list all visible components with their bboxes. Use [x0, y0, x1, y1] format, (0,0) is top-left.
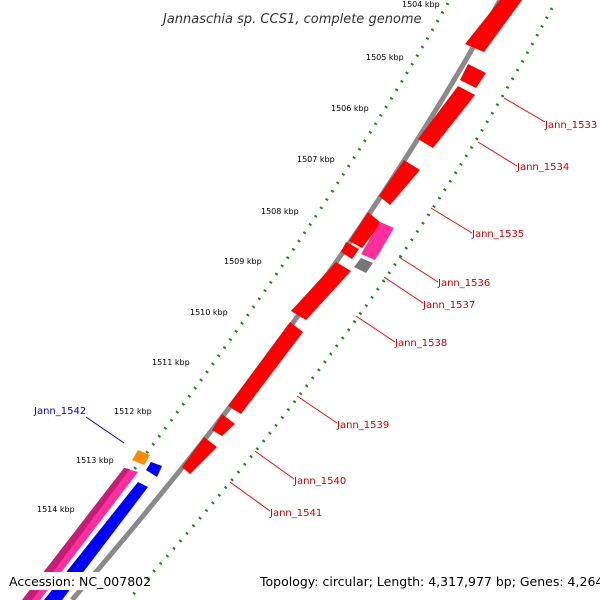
gene-labels: Jann_1533 Jann_1534 Jann_1535 Jann_1536 …: [33, 120, 597, 519]
leader-line: [430, 207, 473, 234]
gene-arrow[interactable]: [212, 414, 235, 436]
scale-tick-label: 1512 kbp: [114, 407, 152, 416]
gene-arrow[interactable]: [418, 86, 475, 148]
gene-arrow[interactable]: [182, 437, 217, 474]
gene-label[interactable]: Jann_1533: [544, 120, 597, 131]
inner-tick-arc: [128, 7, 554, 600]
scale-tick-label: 1510 kbp: [190, 308, 228, 317]
scale-tick-label: 1504 kbp: [402, 0, 440, 9]
left-strand-genes: [22, 450, 162, 600]
gene-block-blue-small[interactable]: [146, 462, 162, 477]
gene-arrow[interactable]: [379, 160, 420, 205]
leader-line: [254, 450, 295, 480]
label-leaders: [85, 97, 546, 512]
gene-block-blue[interactable]: [44, 482, 148, 600]
leader-line: [477, 141, 518, 167]
gene-block-orange[interactable]: [132, 450, 150, 465]
gene-label[interactable]: Jann_1534: [516, 162, 569, 173]
gene-arrow[interactable]: [349, 212, 381, 248]
scale-tick-label: 1513 kbp: [76, 456, 114, 465]
gene-arrow[interactable]: [341, 242, 359, 259]
gene-arrow[interactable]: [291, 262, 351, 320]
gene-label[interactable]: Jann_1539: [336, 420, 389, 431]
outer-tick-arc: [31, 2, 450, 599]
gene-arrow[interactable]: [460, 64, 486, 88]
topology-text: Topology: circular; Length: 4,317,977 bp…: [259, 574, 600, 589]
map-title: Jannaschia sp. CCS1, complete genome: [160, 12, 422, 27]
leader-line: [296, 395, 338, 424]
right-strand-genes: [182, 0, 522, 474]
scale-tick-label: 1508 kbp: [261, 207, 299, 216]
gene-block-gray[interactable]: [354, 258, 373, 273]
leader-line: [383, 276, 424, 304]
accession-text: Accession: NC_007802: [9, 574, 151, 589]
scale-tick-label: 1509 kbp: [224, 257, 262, 266]
gene-block-pink-right[interactable]: [361, 222, 394, 260]
scale-tick-label: 1507 kbp: [297, 155, 335, 164]
leader-line: [229, 481, 271, 512]
scale-tick-label: 1514 kbp: [37, 505, 75, 514]
scale-tick-label: 1505 kbp: [366, 53, 404, 62]
leader-line: [355, 315, 396, 343]
scale-labels: 1504 kbp 1505 kbp 1506 kbp 1507 kbp 1508…: [37, 0, 440, 514]
gene-label-blue[interactable]: Jann_1542: [33, 406, 86, 417]
gene-label[interactable]: Jann_1536: [437, 278, 490, 289]
scale-tick-label: 1511 kbp: [152, 358, 190, 367]
leader-line-blue: [85, 416, 125, 444]
scale-tick-label: 1506 kbp: [331, 104, 369, 113]
gene-label[interactable]: Jann_1541: [269, 508, 322, 519]
gene-label[interactable]: Jann_1538: [394, 338, 447, 349]
gene-label[interactable]: Jann_1540: [293, 476, 346, 487]
gene-block-magenta-edge[interactable]: [22, 468, 130, 600]
gene-arrow[interactable]: [228, 322, 303, 414]
leader-line: [503, 97, 546, 123]
gene-label[interactable]: Jann_1537: [422, 300, 475, 311]
gene-label[interactable]: Jann_1535: [471, 229, 524, 240]
footer-accession-bg: [6, 572, 146, 590]
leader-line: [398, 256, 439, 283]
gene-arrow[interactable]: [465, 0, 522, 52]
